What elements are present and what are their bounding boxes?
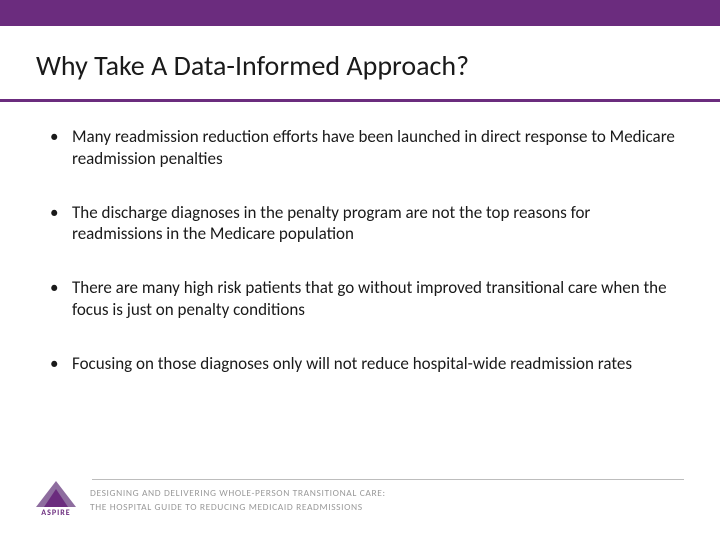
logo-wordmark: ASPIRE [41,508,70,518]
slide-title: Why Take A Data-Informed Approach? [36,48,684,83]
aspire-logo: ASPIRE [36,481,76,518]
bullet-item: Many readmission reduction efforts have … [44,126,676,170]
bullet-item: Focusing on those diagnoses only will no… [44,353,676,375]
bullet-item: There are many high risk patients that g… [44,277,676,321]
footer-rule [92,479,684,480]
bullet-item: The discharge diagnoses in the penalty p… [44,202,676,246]
title-area: Why Take A Data-Informed Approach? [0,26,720,99]
content-area: Many readmission reduction efforts have … [0,102,720,374]
footer-line-2: THE HOSPITAL GUIDE TO REDUCING MEDICAID … [90,501,386,513]
footer-text-block: DESIGNING AND DELIVERING WHOLE-PERSON TR… [90,487,386,513]
footer: ASPIRE DESIGNING AND DELIVERING WHOLE-PE… [36,481,684,518]
logo-triangle-icon [36,481,76,507]
top-brand-bar [0,0,720,26]
footer-line-1: DESIGNING AND DELIVERING WHOLE-PERSON TR… [90,487,386,499]
bullet-list: Many readmission reduction efforts have … [44,126,676,374]
